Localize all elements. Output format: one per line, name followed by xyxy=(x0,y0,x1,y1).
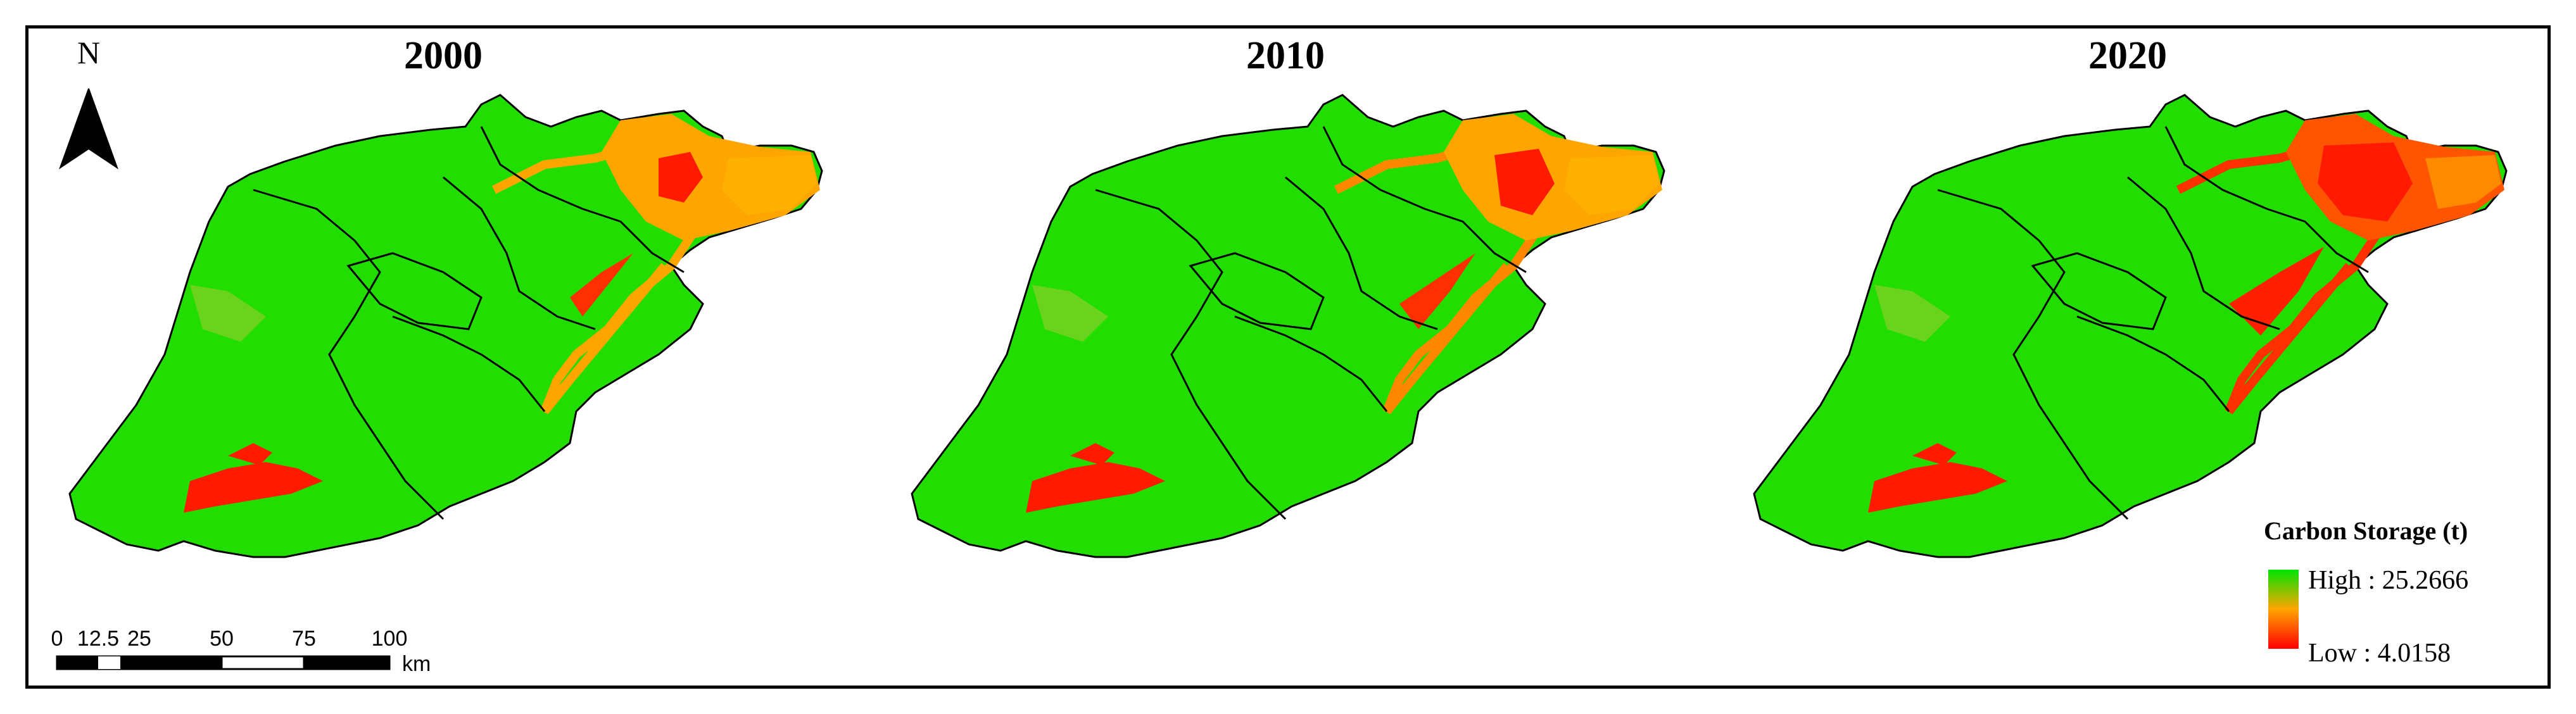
panel-title: 2000 xyxy=(404,34,483,77)
panel-title: 2020 xyxy=(2088,34,2167,77)
map-panel-2000: 2000 xyxy=(68,34,823,558)
scale-tick-label: 50 xyxy=(210,627,234,651)
map-panel-2010: 2010 xyxy=(911,34,1665,558)
scale-tick-label: 25 xyxy=(127,627,151,651)
legend-title: Carbon Storage (t) xyxy=(2264,517,2468,545)
north-label: N xyxy=(77,35,100,70)
scale-unit: km xyxy=(402,652,431,676)
north-arrow: N xyxy=(59,35,118,170)
scale-tick-label: 12.5 xyxy=(77,627,119,651)
legend-high-label: High : 25.2666 xyxy=(2308,566,2468,595)
scale-tick-label: 0 xyxy=(51,627,63,651)
legend-gradient xyxy=(2268,570,2299,649)
panel-title: 2010 xyxy=(1246,34,1325,77)
scale-tick-label: 100 xyxy=(372,627,408,651)
map-panel-2020: 2020 xyxy=(1753,34,2508,558)
scale-tick-label: 75 xyxy=(292,627,316,651)
scale-bar: 0 12.5 25 50 75 100 km xyxy=(51,627,431,676)
legend: Carbon Storage (t) High : 25.2666 Low : … xyxy=(2264,517,2468,668)
legend-low-label: Low : 4.0158 xyxy=(2308,639,2451,668)
